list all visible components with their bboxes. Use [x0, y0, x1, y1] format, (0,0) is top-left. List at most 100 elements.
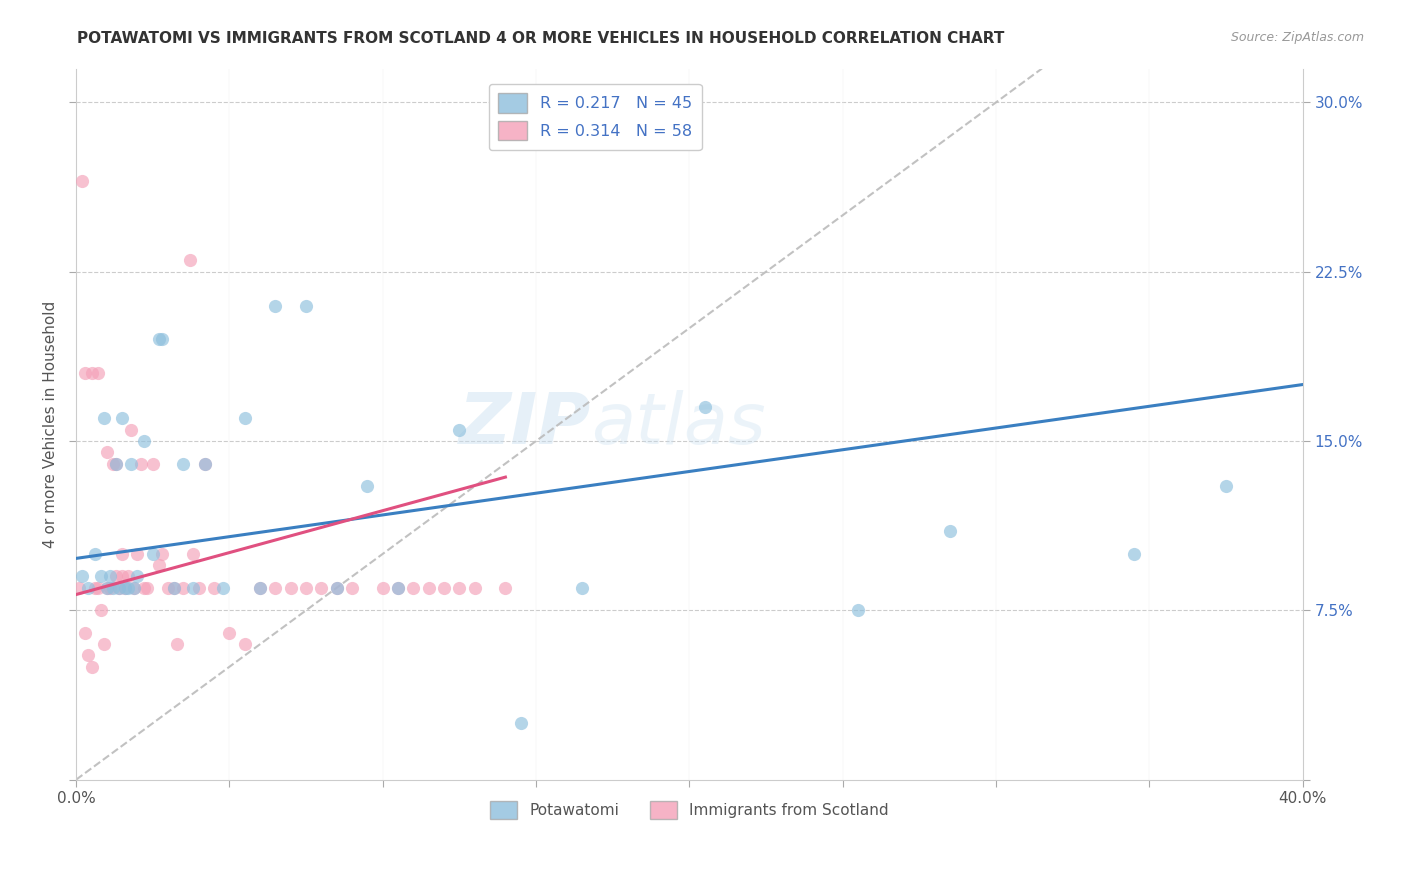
Point: [80, 366, 103, 380]
Point: [194, 457, 217, 471]
Point: [124, 581, 146, 595]
Point: [249, 581, 271, 595]
Point: [249, 581, 271, 595]
Point: [96, 581, 118, 595]
Point: [326, 581, 349, 595]
Point: [72, 174, 94, 188]
Point: [202, 581, 225, 595]
Point: [101, 457, 124, 471]
Point: [181, 547, 204, 561]
Point: [509, 716, 531, 731]
Point: [464, 581, 486, 595]
Point: [387, 581, 409, 595]
Point: [120, 423, 142, 437]
Text: atlas: atlas: [592, 390, 766, 458]
Point: [127, 569, 149, 583]
Point: [150, 333, 173, 347]
Point: [111, 547, 134, 561]
Point: [233, 637, 256, 651]
Point: [1215, 479, 1237, 493]
Point: [120, 457, 142, 471]
Point: [233, 411, 256, 425]
Point: [418, 581, 440, 595]
Point: [142, 547, 165, 561]
Point: [218, 625, 240, 640]
Point: [295, 299, 318, 313]
Y-axis label: 4 or more Vehicles in Household: 4 or more Vehicles in Household: [44, 301, 58, 548]
Point: [105, 569, 128, 583]
Point: [83, 547, 105, 561]
Point: [132, 581, 155, 595]
Point: [98, 569, 121, 583]
Point: [173, 581, 195, 595]
Point: [295, 581, 318, 595]
Legend: Potawatomi, Immigrants from Scotland: Potawatomi, Immigrants from Scotland: [484, 795, 896, 825]
Point: [157, 581, 180, 595]
Point: [402, 581, 425, 595]
Point: [77, 648, 100, 663]
Point: [326, 581, 349, 595]
Point: [117, 569, 139, 583]
Point: [127, 547, 149, 561]
Point: [114, 581, 136, 595]
Point: [194, 457, 217, 471]
Point: [80, 659, 103, 673]
Point: [846, 603, 869, 617]
Point: [264, 299, 287, 313]
Point: [67, 581, 90, 595]
Point: [142, 457, 165, 471]
Point: [98, 581, 121, 595]
Point: [163, 581, 186, 595]
Point: [111, 569, 134, 583]
Point: [101, 581, 124, 595]
Point: [356, 479, 378, 493]
Point: [124, 581, 146, 595]
Point: [181, 581, 204, 595]
Point: [117, 581, 139, 595]
Point: [173, 457, 195, 471]
Point: [129, 457, 152, 471]
Point: [105, 457, 128, 471]
Point: [387, 581, 409, 595]
Point: [135, 581, 157, 595]
Point: [148, 333, 170, 347]
Point: [93, 637, 115, 651]
Point: [693, 400, 716, 414]
Point: [449, 581, 471, 595]
Point: [150, 547, 173, 561]
Point: [90, 603, 112, 617]
Point: [494, 581, 516, 595]
Point: [83, 581, 105, 595]
Point: [77, 581, 100, 595]
Point: [939, 524, 962, 539]
Point: [311, 581, 333, 595]
Point: [86, 366, 108, 380]
Text: Source: ZipAtlas.com: Source: ZipAtlas.com: [1230, 31, 1364, 45]
Point: [96, 581, 118, 595]
Point: [433, 581, 456, 595]
Point: [75, 625, 97, 640]
Point: [264, 581, 287, 595]
Point: [75, 366, 97, 380]
Point: [571, 581, 593, 595]
Point: [1123, 547, 1146, 561]
Point: [108, 581, 131, 595]
Text: ZIP: ZIP: [458, 390, 592, 458]
Point: [90, 569, 112, 583]
Point: [114, 581, 136, 595]
Point: [449, 423, 471, 437]
Point: [179, 253, 201, 268]
Point: [340, 581, 363, 595]
Point: [166, 637, 188, 651]
Point: [108, 581, 131, 595]
Point: [86, 581, 108, 595]
Point: [280, 581, 302, 595]
Point: [111, 411, 134, 425]
Point: [187, 581, 209, 595]
Point: [72, 569, 94, 583]
Point: [132, 434, 155, 448]
Point: [212, 581, 235, 595]
Point: [105, 457, 128, 471]
Point: [163, 581, 186, 595]
Point: [96, 445, 118, 459]
